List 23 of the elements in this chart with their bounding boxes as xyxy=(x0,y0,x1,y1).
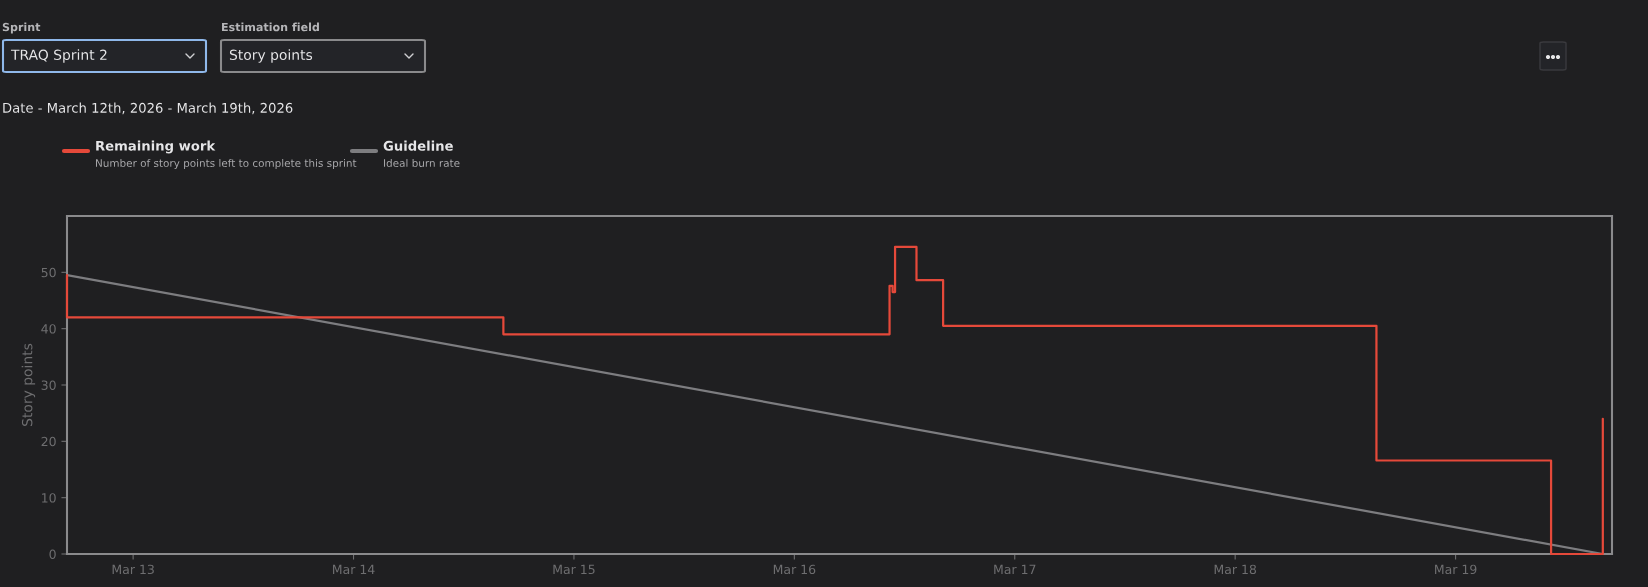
y-axis-title: Story points xyxy=(21,343,36,426)
legend-label: Remaining work xyxy=(96,140,216,154)
text: Number of story points left to complete this sprint xyxy=(96,158,357,170)
y-tick-label: 10 xyxy=(42,493,56,503)
x-tick-label: Mar 19 xyxy=(1435,564,1477,575)
x-tick-label: Mar 18 xyxy=(1214,564,1257,575)
text: TRAQ Sprint 2 xyxy=(10,49,107,63)
text: Estimation field xyxy=(222,22,319,32)
y-tick-label: 20 xyxy=(41,436,56,447)
y-tick-label: 40 xyxy=(41,324,56,334)
text: Ideal burn rate xyxy=(384,158,460,168)
x-tick-label: Mar 17 xyxy=(994,564,1036,575)
y-tick-label: 0 xyxy=(49,549,56,559)
x-tick-label: Mar 13 xyxy=(112,564,154,575)
legend-label: Guideline xyxy=(383,140,453,151)
text: Sprint xyxy=(2,22,41,34)
chart-title: Date - March 12th, 2026 - March 19th, 2026 xyxy=(3,102,293,115)
y-tick-label: 50 xyxy=(41,267,56,278)
x-tick-label: Mar 15 xyxy=(553,564,595,575)
x-tick-label: Mar 16 xyxy=(773,564,816,575)
y-tick-label: 30 xyxy=(41,380,56,390)
text: Story points xyxy=(229,49,313,63)
x-tick-label: Mar 14 xyxy=(333,564,375,575)
